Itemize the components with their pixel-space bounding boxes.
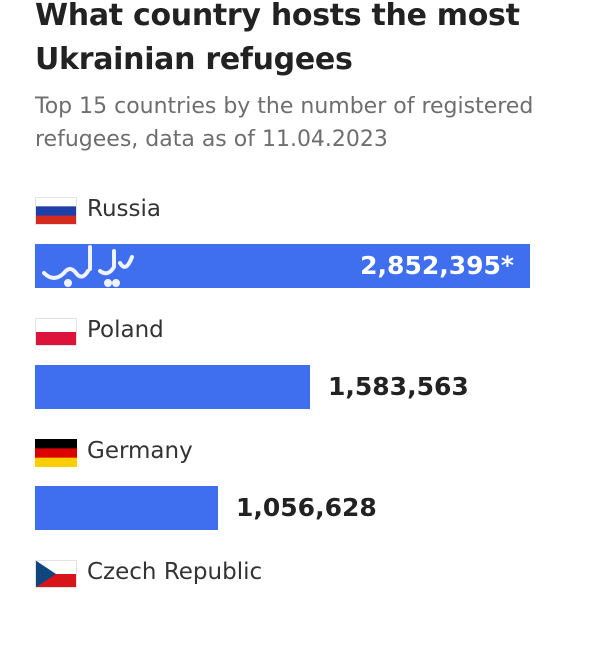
watermark-logo: [42, 245, 134, 287]
russia-flag-icon: [35, 197, 77, 225]
bar: [35, 365, 310, 409]
bar: [35, 486, 218, 530]
category-label: Russia: [87, 196, 161, 222]
chart-title: What country hosts the most Ukrainian re…: [35, 0, 520, 77]
bar-chart: Russia 2,852,395* Poland 1,583,563 Germany 1,…: [0, 196, 600, 588]
poland-flag-icon: [35, 318, 77, 346]
germany-flag-icon: [35, 439, 77, 467]
category-label: Czech Republic: [87, 559, 263, 585]
bar-row: Germany 1,056,628: [0, 429, 600, 539]
czech-flag-icon: [35, 560, 77, 588]
data-label: 1,056,628: [236, 493, 377, 522]
chart-subtitle: Top 15 countries by the number of regist…: [35, 94, 534, 152]
bar-row: Poland 1,583,563: [0, 308, 600, 418]
category-label: Poland: [87, 317, 164, 343]
data-label: 1,583,563: [328, 372, 469, 401]
category-label: Germany: [87, 438, 193, 464]
bar-row: Czech Republic: [0, 550, 600, 660]
data-label: 2,852,395*: [360, 251, 514, 280]
